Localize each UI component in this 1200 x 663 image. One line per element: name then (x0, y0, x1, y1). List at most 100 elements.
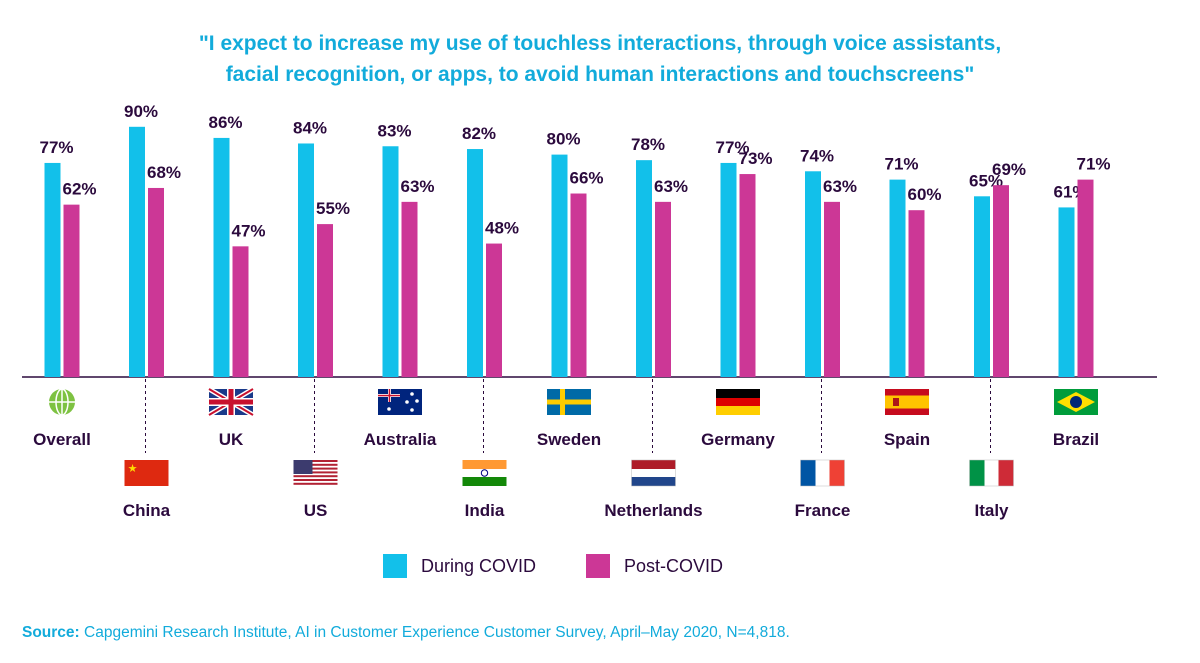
value-label-during-covid: 84% (293, 118, 327, 137)
category-label: Germany (701, 430, 775, 449)
flag-band-gold (716, 406, 760, 415)
value-label-post-covid: 62% (62, 180, 96, 199)
australia-flag-icon (378, 389, 422, 415)
category-label: Overall (33, 430, 91, 449)
category-label: China (123, 501, 171, 520)
flag-star (415, 399, 419, 403)
value-label-post-covid: 63% (654, 177, 688, 196)
bar-during-covid (551, 154, 568, 377)
category-group-germany: 77%73% Germany (701, 138, 775, 449)
flag-band-white (462, 469, 507, 477)
sweden-flag-icon (547, 389, 591, 415)
flag-stripe (293, 475, 338, 478)
legend-item-during-covid: During COVID (383, 554, 536, 578)
source-note: Source: Capgemini Research Institute, AI… (22, 624, 790, 642)
value-label-post-covid: 69% (992, 160, 1026, 179)
bar-during-covid (805, 171, 821, 377)
flag-band-white (815, 460, 830, 486)
flag-emblem (893, 398, 899, 406)
flag-star (405, 400, 409, 404)
bar-post-covid (401, 201, 418, 377)
brazil-flag-icon (1054, 389, 1098, 415)
flag-band-yellow (885, 395, 929, 409)
india-flag-icon (462, 460, 507, 486)
flag-stripe (293, 482, 338, 485)
flag-stripe (293, 467, 338, 470)
flag-band-white (631, 469, 676, 477)
bar-during-covid (974, 196, 990, 377)
flag-stripe (293, 471, 338, 474)
bar-post-covid (486, 243, 502, 377)
bar-during-covid (44, 162, 61, 377)
flag-band-white (984, 460, 999, 486)
flag-band-black (716, 389, 760, 398)
category-group-sweden: 80% 66% Sweden (537, 130, 604, 449)
italy-flag-icon (969, 459, 1014, 487)
value-label-during-covid: 78% (631, 135, 665, 154)
france-flag-icon (800, 459, 845, 487)
bar-post-covid (1077, 179, 1094, 377)
flag-band-saffron (462, 460, 507, 469)
us-flag-icon (293, 460, 338, 486)
source-text: Capgemini Research Institute, AI in Cust… (79, 624, 790, 641)
category-group-brazil: 61%71%Brazil (1053, 155, 1111, 449)
value-label-during-covid: 71% (884, 155, 918, 174)
category-label: Spain (884, 430, 930, 449)
bar-post-covid (993, 185, 1009, 377)
bar-during-covid (213, 137, 230, 377)
source-prefix: Source: (22, 624, 80, 641)
bar-chart: 77% 62% Overall 90% 68% ★ China 86% 47% UK 84% 55% U… (22, 102, 1157, 520)
value-label-post-covid: 60% (907, 185, 941, 204)
bar-post-covid (655, 201, 671, 377)
flag-star: ★ (128, 463, 138, 475)
category-group-uk: 86% 47% UK (207, 113, 266, 449)
legend-swatch-during-covid (383, 554, 407, 578)
flag-band-red (631, 460, 676, 469)
bar-post-covid (317, 224, 333, 377)
flag-band-red-top (885, 389, 929, 396)
flag-border (631, 459, 676, 487)
flag-border (969, 459, 1014, 487)
bar-post-covid (570, 193, 587, 377)
value-label-post-covid: 68% (147, 163, 181, 182)
flag-cross-v (560, 389, 565, 415)
flag-band-green (969, 460, 985, 486)
flag-stripe (293, 460, 338, 462)
flag-field (378, 389, 422, 415)
category-group-france: 74% 63% France (795, 146, 857, 520)
bar-during-covid (889, 179, 906, 377)
category-group-australia: 83% 63% Australia (364, 121, 437, 449)
uk-flag-icon (207, 386, 255, 418)
flag-border (800, 459, 845, 487)
flag-canton (293, 460, 313, 474)
flag-band-blue (631, 477, 676, 486)
bar-during-covid (1058, 207, 1075, 377)
flag-globe (1070, 396, 1082, 408)
flag-star (387, 407, 391, 411)
legend-item-post-covid: Post-COVID (586, 554, 723, 578)
value-label-during-covid: 77% (715, 138, 749, 157)
value-label-post-covid: 66% (569, 169, 603, 188)
chart-title: "I expect to increase my use of touchles… (0, 28, 1200, 90)
china-flag-icon: ★ (124, 460, 169, 486)
flag-star (410, 392, 414, 396)
category-group-china: 90% 68% ★ China (123, 102, 181, 520)
flag-band-green (462, 477, 507, 486)
flag-canton-v-red (388, 389, 391, 402)
legend-label-post-covid: Post-COVID (624, 555, 724, 576)
category-group-spain: 71% 60% Spain (884, 155, 942, 449)
chart-title-line-1: "I expect to increase my use of touchles… (198, 32, 1002, 55)
category-label: US (304, 501, 328, 520)
category-label: Australia (364, 430, 437, 449)
bar-post-covid (739, 174, 756, 377)
value-label-during-covid: 83% (377, 121, 411, 140)
category-label: Sweden (537, 430, 601, 449)
flag-band-blue (800, 460, 816, 486)
flag-band-red (716, 398, 760, 406)
bar-post-covid (232, 246, 249, 377)
bar-during-covid (467, 149, 483, 377)
bar-during-covid (636, 160, 652, 377)
bar-during-covid (382, 146, 399, 377)
bar-during-covid (720, 162, 737, 377)
flag-field (124, 460, 169, 486)
